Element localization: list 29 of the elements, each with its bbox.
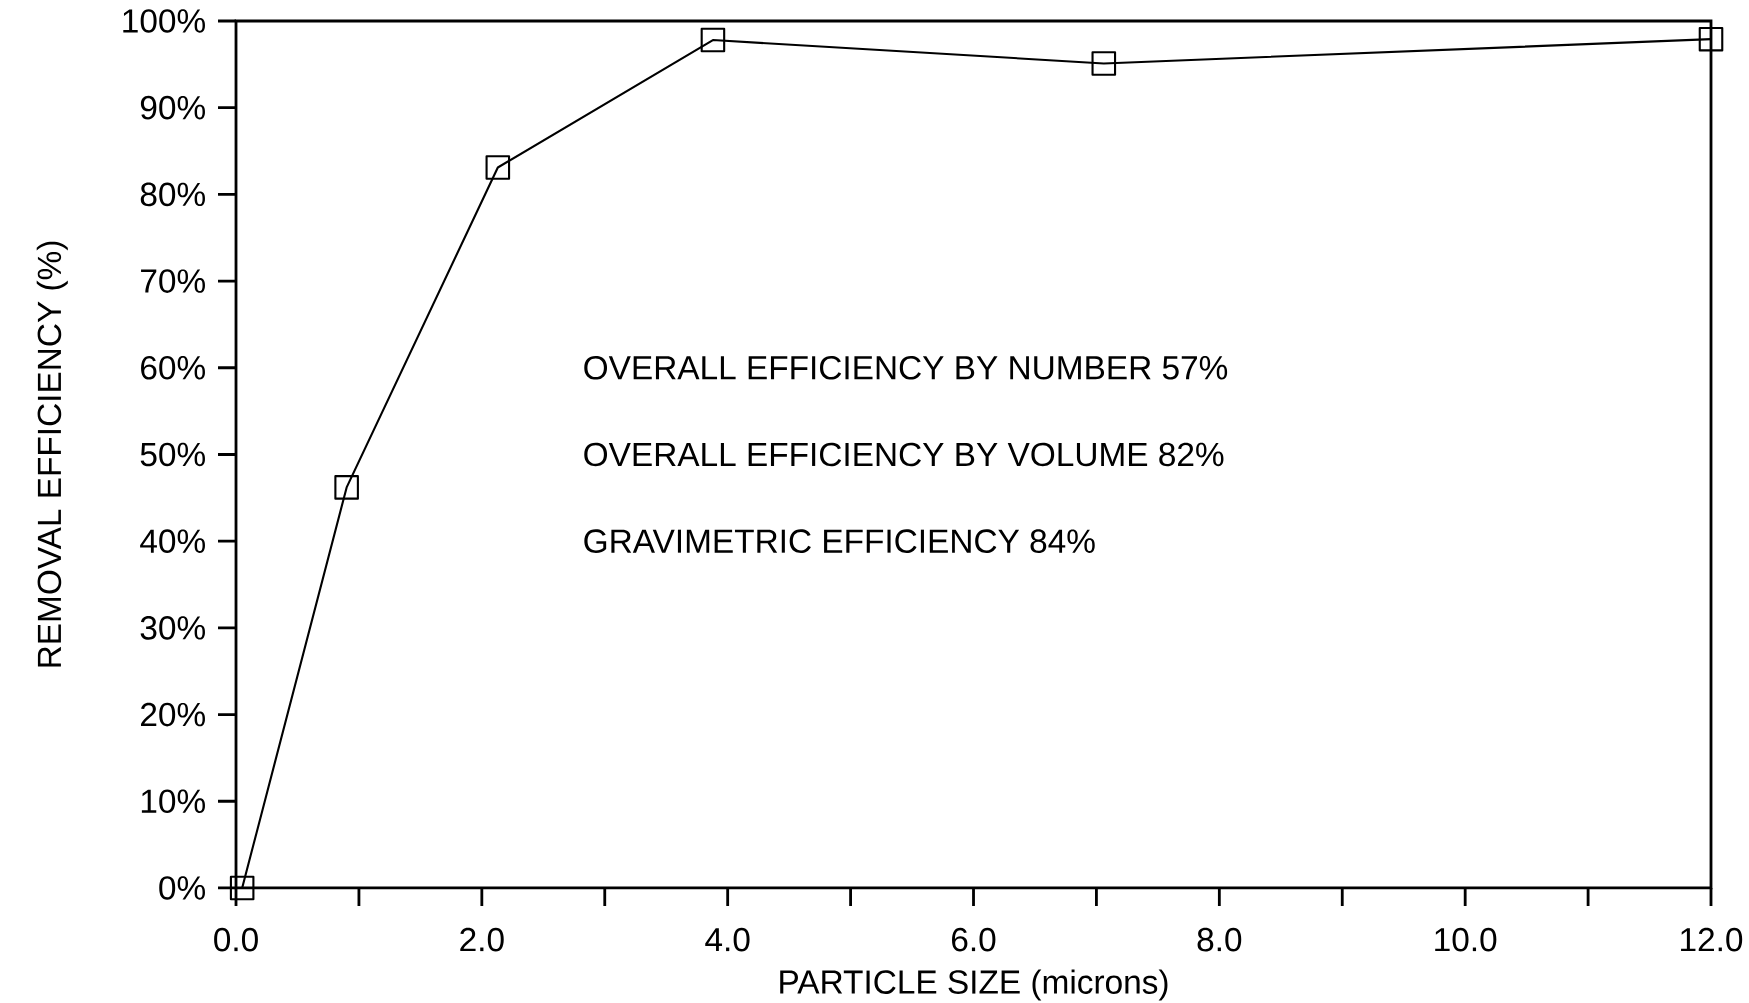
annotation: OVERALL EFFICIENCY BY VOLUME 82% — [584, 442, 1224, 467]
x-tick-label: 0.0 — [214, 927, 258, 952]
y-tick-label: 50% — [140, 442, 205, 467]
x-axis-title: PARTICLE SIZE (microns) — [780, 969, 1168, 1001]
y-tick-label: 80% — [140, 182, 205, 207]
annotation: OVERALL EFFICIENCY BY NUMBER 57% — [584, 355, 1228, 380]
x-tick-label: 10.0 — [1435, 927, 1497, 952]
point — [1698, 26, 1724, 52]
point — [334, 475, 359, 500]
y-tick-label: 90% — [140, 95, 205, 120]
x-tick-label: 12.0 — [1681, 927, 1743, 952]
x-tick-label: 4.0 — [705, 927, 750, 952]
annotation: GRAVIMETRIC EFFICIENCY 84% — [584, 529, 1095, 554]
x-tick-label: 2.0 — [460, 927, 504, 952]
y-axis-title: REMOVAL EFFICIENCY (%) — [36, 241, 68, 667]
y-tick-label: 0% — [159, 876, 205, 900]
point — [700, 27, 726, 53]
y-tick-label: 60% — [141, 355, 205, 380]
y-tick-label: 30% — [140, 616, 205, 640]
point — [485, 155, 511, 180]
y-tick-label: 100% — [123, 9, 205, 33]
point — [229, 875, 255, 901]
y-tick-label: 10% — [141, 789, 205, 814]
y-tick-label: 70% — [141, 269, 205, 293]
y-tick-label: 40% — [140, 529, 205, 554]
x-tick-label: 8.0 — [1197, 927, 1242, 952]
x-tick-label: 6.0 — [952, 927, 996, 952]
point — [1091, 51, 1117, 76]
y-tick-label: 20% — [141, 702, 205, 727]
